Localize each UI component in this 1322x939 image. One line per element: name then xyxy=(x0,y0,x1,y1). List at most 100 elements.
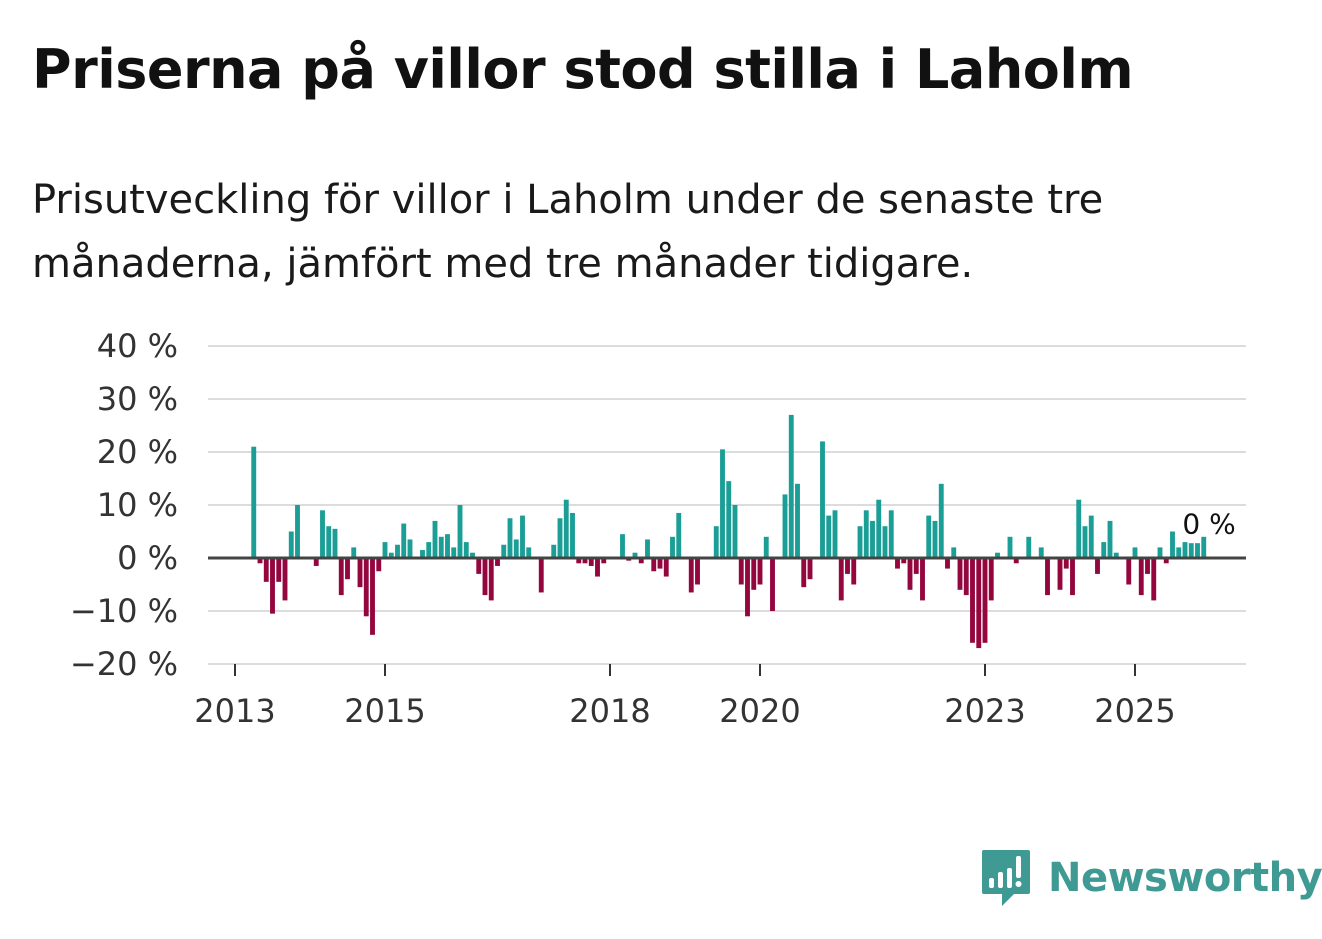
x-tick-label: 2025 xyxy=(1094,692,1175,730)
x-tick-label: 2023 xyxy=(944,692,1025,730)
bar xyxy=(576,558,582,564)
bar xyxy=(651,558,657,572)
bar xyxy=(1076,499,1082,558)
bar xyxy=(470,552,475,558)
y-tick-label: 0 % xyxy=(117,539,178,577)
bar xyxy=(920,558,925,601)
bar xyxy=(826,515,832,558)
bar xyxy=(907,558,913,590)
bar xyxy=(988,558,994,601)
bar xyxy=(670,536,675,558)
bar xyxy=(1163,558,1169,564)
bar xyxy=(820,441,825,558)
axes xyxy=(208,556,1246,676)
x-tick-label: 2015 xyxy=(344,692,425,730)
bar xyxy=(788,414,794,558)
bar xyxy=(1157,547,1163,558)
bar xyxy=(1170,531,1175,558)
bar xyxy=(338,558,344,596)
bar xyxy=(513,539,519,558)
bar xyxy=(638,558,644,564)
bar xyxy=(913,558,919,574)
bar xyxy=(632,552,638,558)
bar xyxy=(526,547,532,558)
bar xyxy=(351,547,357,558)
bar xyxy=(888,510,894,558)
bar xyxy=(451,547,457,558)
bar xyxy=(476,558,482,574)
bar xyxy=(1007,536,1013,558)
y-tick-label: 40 % xyxy=(97,327,178,365)
bar xyxy=(426,542,432,558)
bar xyxy=(1045,558,1050,596)
bar xyxy=(957,558,963,590)
bar xyxy=(432,520,438,558)
bar xyxy=(851,558,857,585)
bar xyxy=(1182,542,1188,558)
bar xyxy=(963,558,969,596)
bar xyxy=(520,515,525,558)
bar xyxy=(807,558,813,580)
bar xyxy=(357,558,363,588)
bar xyxy=(801,558,807,588)
bar xyxy=(457,505,463,558)
bar xyxy=(713,526,719,558)
bar xyxy=(463,542,469,558)
bar xyxy=(782,494,788,558)
bar xyxy=(870,520,875,558)
bar xyxy=(595,558,600,577)
bar xyxy=(538,558,544,593)
bar xyxy=(1132,547,1138,558)
bar xyxy=(382,542,388,558)
bar xyxy=(751,558,757,590)
bar xyxy=(420,550,425,558)
bar xyxy=(1026,536,1032,558)
bar xyxy=(251,446,257,558)
bar xyxy=(345,558,350,580)
bar xyxy=(1082,526,1088,558)
bar xyxy=(620,534,625,558)
bar xyxy=(738,558,744,585)
bar xyxy=(1063,558,1069,569)
bar xyxy=(1145,558,1150,574)
bar xyxy=(570,512,575,558)
bar xyxy=(657,558,663,569)
bar xyxy=(876,499,882,558)
bar xyxy=(982,558,988,643)
bar xyxy=(1095,558,1100,574)
bar xyxy=(376,558,382,572)
bar xyxy=(757,558,763,585)
bar xyxy=(1057,558,1063,590)
bar xyxy=(395,544,400,558)
bar xyxy=(732,505,738,558)
bar xyxy=(995,552,1000,558)
bar xyxy=(1188,543,1194,558)
bar xyxy=(313,558,319,566)
bar xyxy=(557,518,563,558)
bar xyxy=(1088,515,1094,558)
page-subtitle: Prisutveckling för villor i Laholm under… xyxy=(32,177,1104,287)
bar xyxy=(288,531,294,558)
x-tick-label: 2013 xyxy=(194,692,275,730)
bar xyxy=(770,558,775,611)
bar xyxy=(1126,558,1132,585)
bar xyxy=(407,539,413,558)
bar xyxy=(970,558,975,643)
bar xyxy=(363,558,369,617)
bar xyxy=(482,558,488,596)
bar xyxy=(695,558,700,585)
bar xyxy=(276,558,282,582)
bar xyxy=(1070,558,1075,596)
bar xyxy=(720,449,725,558)
bar xyxy=(663,558,669,577)
bar xyxy=(1101,542,1107,558)
newsworthy-brand: Newsworthy xyxy=(980,848,1322,908)
bar xyxy=(895,558,900,569)
brand-name: Newsworthy xyxy=(1048,855,1322,901)
bar xyxy=(726,481,732,558)
y-tick-label: −20 % xyxy=(70,645,178,683)
bar xyxy=(857,526,863,558)
bar xyxy=(882,526,888,558)
bar xyxy=(832,510,838,558)
bar xyxy=(645,539,650,558)
